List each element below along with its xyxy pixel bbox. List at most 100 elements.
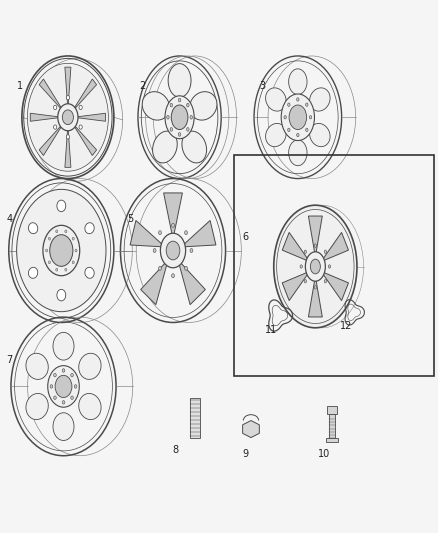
- Polygon shape: [308, 216, 322, 253]
- Ellipse shape: [57, 289, 66, 301]
- Ellipse shape: [172, 274, 174, 278]
- Ellipse shape: [310, 88, 330, 111]
- Ellipse shape: [65, 230, 67, 233]
- Ellipse shape: [182, 131, 207, 163]
- Ellipse shape: [288, 103, 290, 107]
- Ellipse shape: [324, 279, 326, 283]
- Ellipse shape: [288, 128, 290, 132]
- Ellipse shape: [309, 116, 312, 119]
- Ellipse shape: [66, 135, 70, 139]
- Ellipse shape: [265, 124, 286, 147]
- Ellipse shape: [17, 189, 106, 312]
- Polygon shape: [308, 280, 322, 317]
- Ellipse shape: [53, 106, 57, 110]
- Text: 10: 10: [318, 449, 330, 459]
- Ellipse shape: [310, 124, 330, 147]
- Text: 9: 9: [242, 449, 248, 459]
- Text: 2: 2: [139, 82, 145, 91]
- Ellipse shape: [284, 116, 286, 119]
- Polygon shape: [243, 421, 259, 438]
- Ellipse shape: [74, 385, 77, 388]
- Ellipse shape: [289, 105, 307, 130]
- Text: 12: 12: [340, 321, 352, 331]
- Ellipse shape: [56, 230, 58, 233]
- Ellipse shape: [170, 127, 173, 131]
- Ellipse shape: [281, 94, 314, 141]
- Ellipse shape: [72, 261, 74, 264]
- Polygon shape: [164, 193, 182, 235]
- Polygon shape: [282, 232, 308, 261]
- Bar: [327, 406, 337, 414]
- Ellipse shape: [62, 401, 65, 404]
- Ellipse shape: [190, 248, 193, 253]
- Text: 3: 3: [259, 82, 265, 91]
- Ellipse shape: [71, 374, 74, 377]
- Ellipse shape: [66, 95, 70, 100]
- Ellipse shape: [26, 353, 48, 379]
- Ellipse shape: [187, 127, 189, 131]
- Ellipse shape: [79, 106, 82, 110]
- Ellipse shape: [55, 375, 72, 398]
- Ellipse shape: [314, 244, 317, 247]
- Polygon shape: [30, 113, 60, 122]
- Ellipse shape: [166, 241, 180, 260]
- Ellipse shape: [167, 116, 169, 119]
- Ellipse shape: [328, 265, 331, 268]
- Ellipse shape: [43, 225, 80, 276]
- Ellipse shape: [53, 374, 56, 377]
- Text: 6: 6: [242, 232, 248, 242]
- Polygon shape: [39, 125, 62, 156]
- Ellipse shape: [187, 103, 189, 107]
- Ellipse shape: [142, 92, 170, 120]
- Ellipse shape: [190, 116, 192, 119]
- Ellipse shape: [190, 92, 217, 120]
- Ellipse shape: [184, 231, 187, 235]
- Ellipse shape: [53, 125, 57, 129]
- Ellipse shape: [50, 385, 53, 388]
- Ellipse shape: [79, 125, 82, 129]
- Ellipse shape: [46, 249, 48, 252]
- Ellipse shape: [306, 103, 308, 107]
- Ellipse shape: [184, 266, 187, 270]
- Ellipse shape: [178, 133, 181, 136]
- Ellipse shape: [56, 268, 58, 271]
- Ellipse shape: [314, 286, 317, 289]
- Ellipse shape: [171, 105, 188, 130]
- Ellipse shape: [274, 205, 357, 328]
- Ellipse shape: [85, 268, 94, 278]
- Ellipse shape: [178, 98, 181, 102]
- Ellipse shape: [28, 223, 38, 233]
- Ellipse shape: [304, 250, 307, 254]
- Ellipse shape: [72, 237, 74, 240]
- Bar: [234, 155, 434, 376]
- Text: 8: 8: [172, 446, 178, 455]
- Ellipse shape: [58, 104, 78, 131]
- Ellipse shape: [311, 259, 320, 274]
- Polygon shape: [76, 113, 106, 122]
- Ellipse shape: [160, 233, 186, 268]
- Text: 5: 5: [127, 214, 134, 223]
- Ellipse shape: [304, 279, 307, 283]
- Polygon shape: [141, 263, 167, 305]
- Text: 1: 1: [17, 82, 23, 91]
- Ellipse shape: [306, 128, 308, 132]
- Ellipse shape: [53, 396, 56, 399]
- Text: 4: 4: [7, 214, 13, 223]
- Bar: [326, 438, 338, 442]
- Ellipse shape: [85, 223, 94, 233]
- Ellipse shape: [165, 96, 194, 139]
- Ellipse shape: [168, 63, 191, 98]
- Ellipse shape: [62, 110, 74, 125]
- Ellipse shape: [159, 266, 162, 270]
- Ellipse shape: [153, 248, 156, 253]
- Ellipse shape: [265, 88, 286, 111]
- Bar: [190, 399, 200, 438]
- Polygon shape: [184, 221, 216, 247]
- Ellipse shape: [75, 249, 77, 252]
- Polygon shape: [74, 125, 97, 156]
- Ellipse shape: [79, 353, 101, 379]
- Polygon shape: [65, 128, 71, 167]
- Ellipse shape: [172, 223, 174, 227]
- Polygon shape: [179, 263, 205, 305]
- Polygon shape: [282, 272, 308, 301]
